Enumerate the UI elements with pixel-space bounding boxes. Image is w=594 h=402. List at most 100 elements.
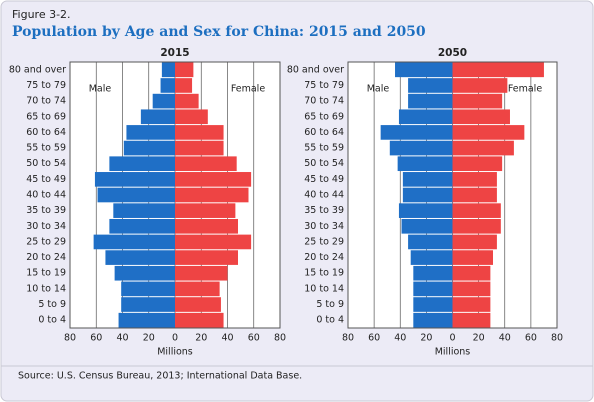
y-tick-label: 40 to 44: [26, 190, 66, 201]
bar: [175, 62, 194, 78]
bar: [413, 281, 453, 297]
y-tick-label: 35 to 39: [304, 205, 344, 216]
y-tick-label: 75 to 79: [26, 80, 66, 91]
legend-label: Male: [367, 84, 390, 95]
x-axis-label: Millions: [157, 347, 193, 358]
x-tick-label: 40: [221, 333, 233, 344]
x-tick-label: 80: [64, 333, 76, 344]
bar: [452, 312, 491, 328]
bar: [452, 281, 491, 297]
bar: [452, 140, 514, 156]
bar: [121, 297, 175, 312]
bar: [94, 172, 175, 187]
y-tick-label: 50 to 54: [304, 158, 344, 169]
y-tick-label: 80 and over: [287, 64, 344, 75]
bar: [402, 172, 453, 187]
bar: [175, 140, 224, 156]
bar: [97, 187, 175, 203]
bar: [175, 125, 224, 140]
y-tick-label: 60 to 64: [26, 127, 66, 138]
bar: [123, 140, 175, 156]
bar: [161, 62, 175, 78]
bar: [175, 250, 238, 265]
x-tick-label: 60: [90, 333, 102, 344]
y-tick-label: 50 to 54: [26, 158, 66, 169]
bar: [175, 297, 221, 312]
bar: [175, 312, 224, 328]
bar: [398, 203, 453, 218]
bar: [140, 109, 175, 125]
legend-label: Male: [89, 84, 112, 95]
x-tick-label: 40: [394, 333, 406, 344]
y-tick-label: 70 to 74: [304, 96, 344, 107]
bar: [452, 109, 510, 125]
bar: [126, 125, 175, 140]
x-tick-label: 20: [473, 333, 485, 344]
bar: [452, 218, 501, 234]
y-tick-label: 25 to 29: [304, 236, 344, 247]
bar: [175, 78, 193, 93]
x-tick-label: 20: [420, 333, 432, 344]
y-tick-label: 35 to 39: [26, 205, 66, 216]
bar: [452, 156, 503, 172]
bar: [452, 78, 508, 93]
bar: [121, 281, 175, 297]
bar: [402, 187, 453, 203]
bar: [105, 250, 175, 265]
bar: [398, 109, 453, 125]
bar: [413, 265, 453, 281]
bar: [175, 109, 208, 125]
y-tick-label: 75 to 79: [304, 80, 344, 91]
x-tick-label: 60: [525, 333, 537, 344]
bar: [395, 62, 453, 78]
bar: [413, 312, 453, 328]
bar: [113, 203, 175, 218]
figure-label: Figure 3-2.: [12, 8, 71, 21]
y-tick-label: 55 to 59: [26, 143, 66, 154]
y-tick-label: 5 to 9: [38, 299, 66, 310]
bar: [175, 93, 199, 109]
y-tick-label: 20 to 24: [26, 252, 66, 263]
x-tick-label: 80: [551, 333, 563, 344]
y-tick-label: 5 to 9: [316, 299, 344, 310]
bar: [397, 156, 453, 172]
bar: [109, 218, 175, 234]
bar: [175, 265, 228, 281]
bar: [452, 93, 503, 109]
bar: [452, 297, 491, 312]
y-tick-label: 30 to 34: [26, 221, 66, 232]
y-tick-label: 30 to 34: [304, 221, 344, 232]
bar: [175, 234, 252, 250]
y-tick-label: 15 to 19: [304, 268, 344, 279]
bar: [175, 156, 237, 172]
bar: [413, 297, 453, 312]
bar: [93, 234, 175, 250]
y-tick-label: 10 to 14: [26, 283, 66, 294]
bar: [401, 218, 453, 234]
source-note: Source: U.S. Census Bureau, 2013; Intern…: [18, 371, 302, 382]
legend-label: Female: [508, 84, 543, 95]
bar: [452, 234, 497, 250]
bar: [408, 93, 453, 109]
bar: [452, 62, 544, 78]
x-tick-label: 40: [116, 333, 128, 344]
bar: [452, 172, 497, 187]
bar: [175, 203, 236, 218]
y-tick-label: 55 to 59: [304, 143, 344, 154]
x-tick-label: 80: [342, 333, 354, 344]
y-tick-label: 40 to 44: [304, 190, 344, 201]
y-tick-label: 15 to 19: [26, 268, 66, 279]
bar: [175, 281, 220, 297]
bar: [408, 78, 453, 93]
bar: [160, 78, 175, 93]
bar: [118, 312, 175, 328]
y-tick-label: 10 to 14: [304, 283, 344, 294]
bar: [152, 93, 175, 109]
bar: [452, 187, 497, 203]
x-tick-label: 0: [172, 333, 178, 344]
x-tick-label: 20: [195, 333, 207, 344]
y-tick-label: 70 to 74: [26, 96, 66, 107]
y-tick-label: 25 to 29: [26, 236, 66, 247]
bar: [452, 265, 491, 281]
